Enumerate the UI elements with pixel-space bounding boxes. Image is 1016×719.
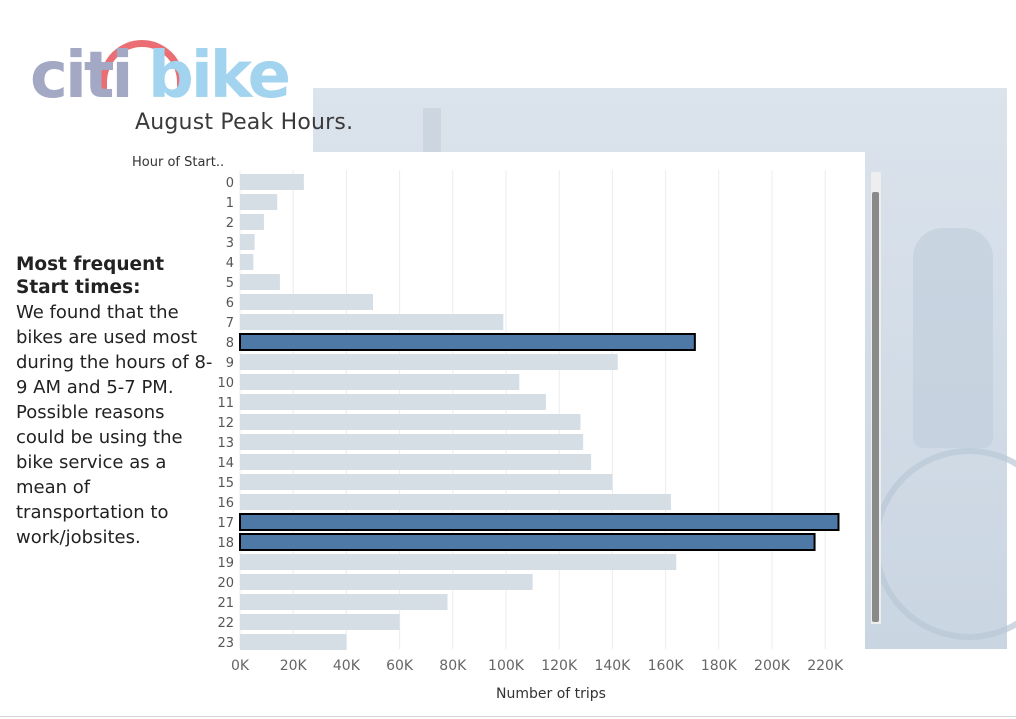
category-label: 19 [217, 556, 234, 571]
background-photo-wheel [873, 448, 1016, 640]
bar [240, 254, 254, 270]
category-label: 1 [226, 196, 234, 211]
category-label: 3 [226, 236, 234, 251]
bar [240, 274, 280, 290]
bar [240, 454, 592, 470]
bar [240, 174, 304, 190]
dashboard-title: August Peak Hours. [135, 110, 354, 135]
bottom-divider [0, 716, 1016, 717]
bar [240, 294, 373, 310]
x-tick-label: 100K [488, 658, 525, 674]
bar [240, 194, 278, 210]
logo-citi-text: citi [30, 39, 133, 113]
highlighted-bar [239, 533, 816, 551]
bar [240, 354, 618, 370]
category-label: 15 [217, 476, 234, 491]
insight-body: We found that the bikes are used most du… [16, 302, 213, 548]
bar [240, 394, 546, 410]
y-axis-title: Hour of Start.. [132, 155, 224, 170]
logo-bike-text: bike [148, 39, 291, 113]
x-tick-label: 140K [594, 658, 631, 674]
category-label: 9 [226, 356, 234, 371]
bar [240, 474, 613, 490]
x-tick-label: 20K [280, 658, 308, 674]
bar [240, 434, 584, 450]
category-label: 18 [217, 536, 234, 551]
x-axis-title: Number of trips [496, 686, 606, 702]
bar [240, 614, 400, 630]
bar [240, 574, 533, 590]
category-label: 16 [217, 496, 234, 511]
category-label: 17 [217, 516, 234, 531]
x-tick-label: 80K [439, 658, 467, 674]
category-label: 13 [217, 436, 234, 451]
background-photo-detail [913, 228, 993, 448]
category-label: 10 [217, 376, 234, 391]
insight-text-block: Most frequent Start times: We found that… [16, 253, 216, 550]
x-tick-label: 180K [701, 658, 738, 674]
bar [240, 634, 347, 650]
category-label: 12 [217, 416, 234, 431]
logo-arc [100, 40, 184, 93]
bar [240, 214, 264, 230]
bar [240, 314, 504, 330]
insight-heading: Most frequent Start times: [16, 254, 165, 298]
bar [240, 554, 677, 570]
bar [240, 494, 671, 510]
bar-chart: Hour of Start..0123456789101112131415161… [132, 155, 844, 702]
x-tick-label: 0K [231, 658, 250, 674]
category-label: 11 [217, 396, 234, 411]
category-label: 0 [226, 176, 234, 191]
chart-scrollbar-thumb[interactable] [872, 192, 879, 622]
x-tick-label: 120K [541, 658, 578, 674]
x-tick-label: 40K [333, 658, 361, 674]
bar [240, 414, 581, 430]
category-label: 23 [217, 636, 234, 651]
category-label: 6 [226, 296, 234, 311]
chart-panel: Hour of Start.. 0 1 2 3 4 5 6 7 8 9 10 11 12 13 14 15 16 1… [130, 152, 865, 702]
category-label: 21 [217, 596, 234, 611]
highlighted-bar [239, 333, 696, 351]
bar [240, 594, 448, 610]
highlighted-bar [239, 513, 840, 531]
category-label: 8 [226, 336, 234, 351]
category-label: 7 [226, 316, 234, 331]
category-label: 14 [217, 456, 234, 471]
x-tick-label: 220K [807, 658, 844, 674]
x-tick-label: 160K [648, 658, 685, 674]
category-label: 5 [226, 276, 234, 291]
x-tick-label: 200K [754, 658, 791, 674]
x-tick-label: 60K [386, 658, 414, 674]
category-label: 20 [217, 576, 234, 591]
category-label: 22 [217, 616, 234, 631]
bar [240, 374, 520, 390]
category-label: 2 [226, 216, 234, 231]
category-label: 4 [226, 256, 234, 271]
bar [240, 234, 255, 250]
citibike-logo: citi bike [30, 36, 300, 116]
